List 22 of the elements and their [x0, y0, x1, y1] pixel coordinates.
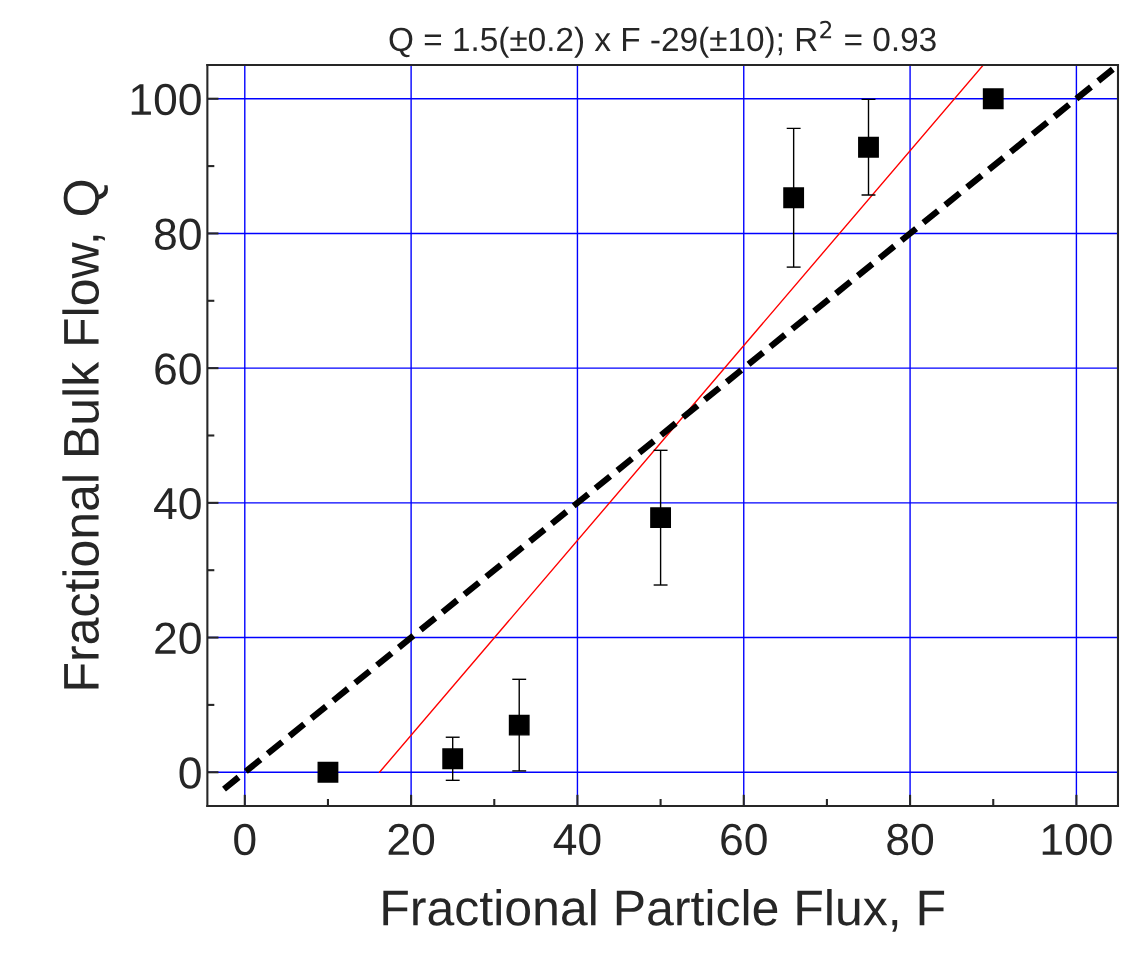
chart-title: Q = 1.5(±0.2) x F -29(±10); R$^{2}$ = 0.93: [389, 20, 936, 58]
y-tick-label: 20: [155, 622, 201, 655]
y-axis-title: Fractional Bulk Flow, Q: [62, 180, 108, 689]
y-tick-label: 100: [131, 83, 201, 116]
x-tick-label: 20: [388, 823, 435, 856]
x-tick-label: 60: [721, 823, 767, 856]
x-tick-label: 100: [1042, 823, 1112, 856]
x-tick-label: 40: [553, 823, 601, 856]
y-tick-label: 60: [155, 353, 201, 385]
point: [650, 507, 672, 529]
y-tick-label: 40: [154, 487, 201, 520]
x-tick-label: 80: [887, 823, 934, 856]
y-tick-label: 80: [155, 218, 201, 250]
y-tick-label: 0: [179, 757, 201, 789]
point: [858, 136, 879, 158]
x-tick-label: 0: [234, 823, 256, 856]
x-axis-title: Fractional Particle Flux, F: [383, 889, 945, 932]
point: [783, 187, 805, 209]
point: [982, 88, 1004, 110]
point: [508, 714, 530, 736]
point: [442, 748, 464, 770]
point: [317, 761, 339, 783]
